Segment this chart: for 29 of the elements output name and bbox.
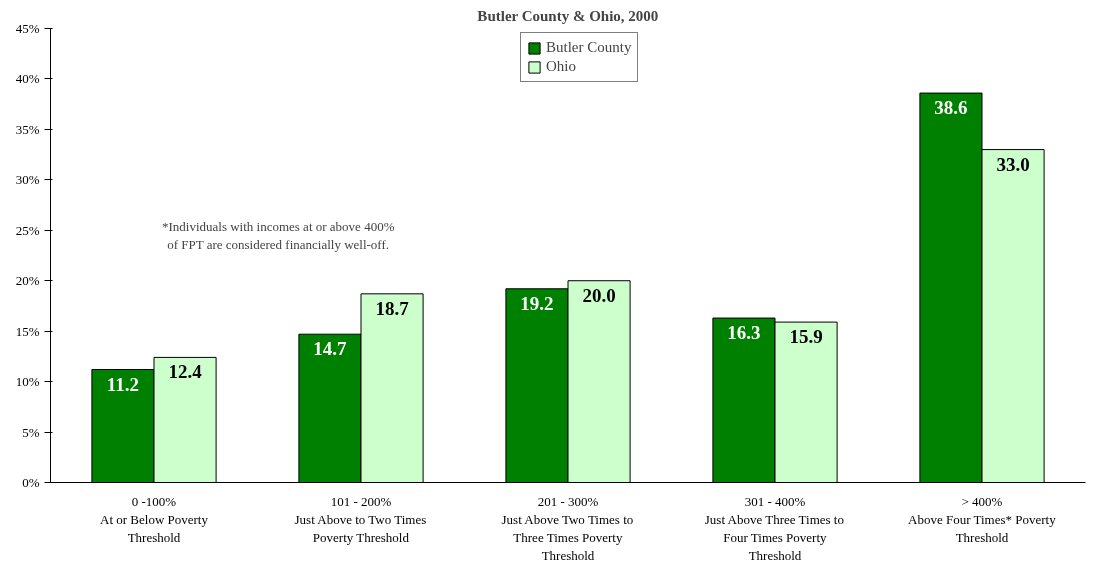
y-tick-label: 15% bbox=[15, 323, 40, 339]
data-label: 11.2 bbox=[106, 373, 140, 395]
data-label: 19.2 bbox=[520, 292, 554, 314]
data-label: 38.6 bbox=[934, 97, 968, 119]
y-tick-label: 25% bbox=[15, 222, 40, 238]
y-tick-label: 40% bbox=[15, 71, 40, 87]
y-tick-label: 20% bbox=[15, 273, 40, 289]
x-tick-label: 101 - 200% Just Above to Two Times Poverty Threshold bbox=[294, 493, 427, 545]
x-tick-label: > 400% Above Four Times* Poverty Threshold bbox=[908, 493, 1057, 545]
x-tick-label: 0 -100% At or Below Poverty Threshold bbox=[100, 493, 209, 545]
y-tick-label: 0% bbox=[22, 475, 40, 490]
y-tick-label: 35% bbox=[15, 121, 40, 137]
legend-label: Butler County bbox=[546, 39, 632, 56]
chart-title: Butler County & Ohio, 2000 bbox=[477, 7, 659, 24]
data-label: 14.7 bbox=[313, 338, 348, 360]
data-label: 33.0 bbox=[996, 153, 1030, 175]
y-tick-label: 45% bbox=[15, 21, 40, 36]
annotation: *Individuals with incomes at or above 400% of FPT are considered financially well-off. bbox=[161, 218, 395, 252]
x-tick-label: 201 - 300% Just Above Two Times to Three Times Poverty Threshold bbox=[501, 493, 634, 563]
y-tick-label: 10% bbox=[15, 374, 40, 390]
y-tick-label: 5% bbox=[22, 424, 40, 440]
data-label: 15.9 bbox=[789, 326, 823, 348]
data-label: 16.3 bbox=[727, 322, 761, 344]
legend-label: Ohio bbox=[546, 58, 576, 75]
data-label: 12.4 bbox=[168, 361, 203, 383]
x-tick-label: 301 - 400% Just Above Three Times to Four Times Poverty Threshold bbox=[704, 493, 844, 563]
data-label: 20.0 bbox=[582, 284, 616, 306]
y-tick-label: 30% bbox=[15, 172, 40, 188]
data-label: 18.7 bbox=[375, 297, 410, 319]
